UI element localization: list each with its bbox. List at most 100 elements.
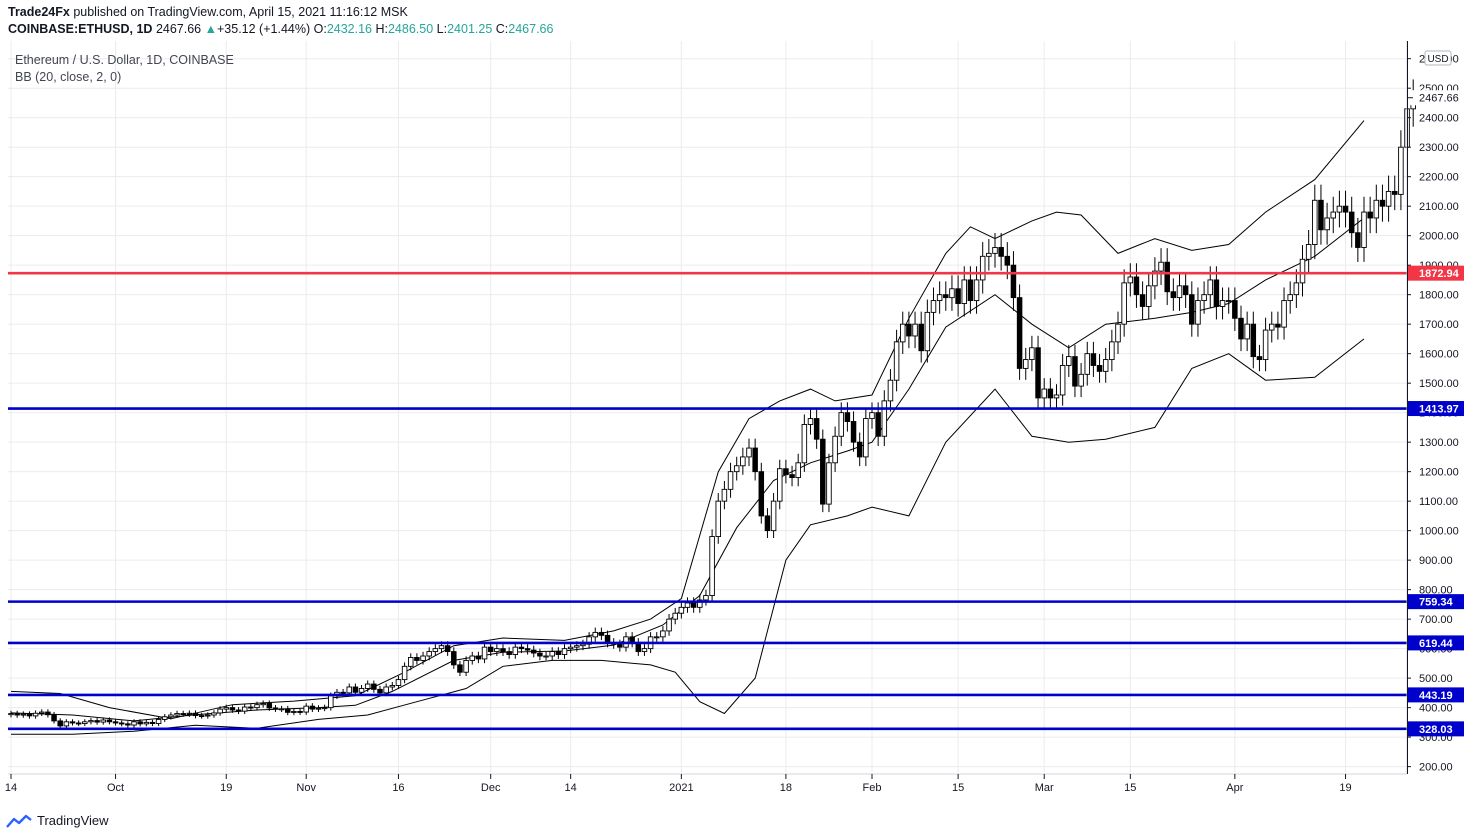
open-value: 2432.16 <box>326 22 372 36</box>
candle-body <box>863 418 869 458</box>
candle-body <box>752 447 758 473</box>
candle-body <box>1047 388 1054 399</box>
candle-body <box>807 418 814 425</box>
candle-body <box>1189 294 1195 325</box>
y-tick-label: 500.00 <box>1419 673 1453 685</box>
candle-body <box>506 651 512 655</box>
candle-body <box>112 721 119 724</box>
level-price-tag <box>1408 721 1464 737</box>
candle-body <box>1336 205 1343 213</box>
candle-body <box>57 720 63 727</box>
bb-upper-band <box>10 120 1365 720</box>
candle-body <box>1287 294 1293 302</box>
candle-body <box>893 341 900 381</box>
candle-body <box>1262 329 1269 361</box>
candle-body <box>930 300 937 313</box>
publisher-name[interactable]: Trade24Fx <box>8 5 70 19</box>
candle-body <box>1232 300 1238 319</box>
candle-body <box>383 686 389 694</box>
level-price-tag <box>1408 401 1464 417</box>
footer-branding[interactable]: TradingView <box>6 813 109 828</box>
candle-body <box>1201 294 1207 302</box>
candle-body <box>1361 211 1367 248</box>
indicator-legend[interactable]: BB (20, close, 2, 0) <box>15 70 122 84</box>
level-price-text: 619.44 <box>1419 638 1454 650</box>
level-price-tag <box>1408 687 1464 703</box>
candle-body <box>1121 282 1127 325</box>
candle-body <box>697 599 703 608</box>
candle-body <box>1373 199 1380 219</box>
candle-body <box>549 651 555 657</box>
candle-body <box>469 655 476 661</box>
candle-body <box>801 424 808 464</box>
candle-body <box>1035 347 1041 399</box>
candle-body <box>198 715 205 718</box>
last-price-text: 2467.66 <box>1419 93 1459 105</box>
high-value: 2486.50 <box>387 22 434 36</box>
y-tick-label: 900.00 <box>1419 555 1453 567</box>
candle-body <box>1016 297 1023 369</box>
candle-body <box>88 720 94 723</box>
candle-body <box>291 711 297 713</box>
price-change: +35.12 (+1.44%) <box>217 22 311 36</box>
candle-body <box>1133 276 1140 296</box>
y-tick-label: 800.00 <box>1419 585 1453 597</box>
candle-body <box>20 713 27 716</box>
ohlc-line: COINBASE:ETHUSD, 1D 2467.66 ▲+35.12 (+1.… <box>8 22 554 36</box>
candle-body <box>235 709 242 712</box>
candle-body <box>1158 261 1164 272</box>
time-axis[interactable]: 14 Oct 19 Nov 16 Dec 14 2021 18 Feb 15 Mar 15 Apr 19 <box>5 774 1352 794</box>
candle-body <box>1078 373 1084 387</box>
candle-body <box>463 659 469 673</box>
candle-body <box>777 468 783 502</box>
candle-body <box>1318 199 1324 231</box>
y-tick-label: 2200.00 <box>1419 172 1459 184</box>
candle-body <box>856 441 863 458</box>
change-arrow-icon: ▲ <box>204 22 217 36</box>
candle-body <box>69 721 76 724</box>
candle-body <box>125 723 131 726</box>
level-price-text: 1413.97 <box>1419 404 1459 416</box>
candle-body <box>826 462 832 505</box>
candle-body <box>137 721 143 725</box>
x-tick-label: 14 <box>565 782 577 794</box>
candle-body <box>297 711 303 713</box>
candle-body <box>321 707 328 710</box>
candle-body <box>1379 199 1386 207</box>
candle-body <box>672 612 678 620</box>
candle-body <box>512 646 519 655</box>
level-price-text: 1872.94 <box>1419 268 1460 280</box>
horizontal-levels[interactable] <box>8 271 1407 731</box>
candle-body <box>75 722 82 725</box>
symbol-label[interactable]: COINBASE:ETHUSD, 1D <box>8 22 153 36</box>
candle-body <box>475 655 482 660</box>
candle-body <box>358 688 365 693</box>
candle-body <box>1004 255 1011 266</box>
candle-body <box>444 645 451 653</box>
candle-body <box>346 686 353 694</box>
candle-body <box>764 515 771 532</box>
candle-body <box>690 602 697 608</box>
candle-body <box>1342 205 1349 213</box>
series-legend[interactable]: Ethereum / U.S. Dollar, 1D, COINBASE <box>15 53 234 67</box>
candle-body <box>481 646 488 660</box>
candle-body <box>986 252 992 257</box>
candle-body <box>1164 261 1170 293</box>
candle-body <box>168 714 174 718</box>
candle-body <box>654 636 660 639</box>
candle-body <box>328 695 334 709</box>
candle-body <box>586 636 592 645</box>
candle-body <box>420 655 426 661</box>
currency-badge[interactable] <box>1424 50 1452 66</box>
candle-body <box>1330 211 1336 219</box>
candle-body <box>1268 323 1275 331</box>
publish-info: published on TradingView.com, April 15, … <box>73 5 408 19</box>
x-tick-label: 19 <box>220 782 232 794</box>
candle-body <box>524 648 531 651</box>
x-tick-label: Mar <box>1035 782 1054 794</box>
candlesticks <box>8 79 1416 729</box>
candle-body <box>241 706 248 712</box>
candle-body <box>1348 211 1355 234</box>
candle-body <box>1367 211 1373 219</box>
